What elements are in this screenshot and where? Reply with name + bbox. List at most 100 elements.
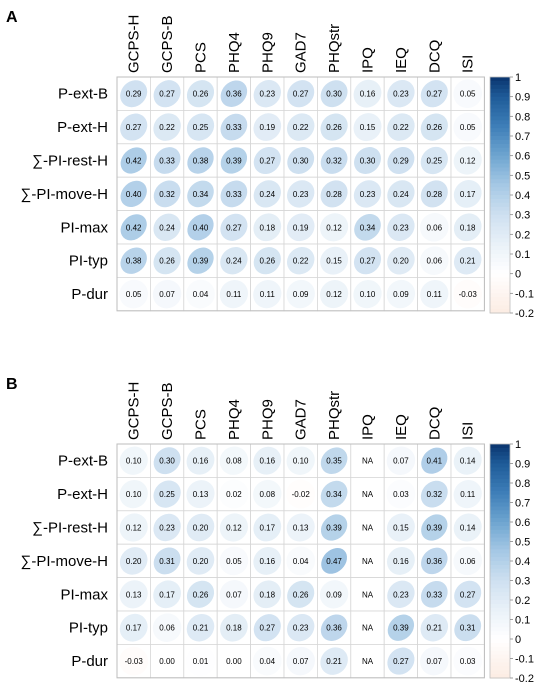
correlation-ellipse [253,479,282,509]
heatmap-cell: 0.47 [316,543,352,579]
correlation-ellipse [186,646,215,676]
heatmap-cell: 0.12 [450,143,485,178]
correlation-ellipse [187,180,214,208]
colorbar-tick-label: 0.2 [515,229,530,241]
colorbar-segment [490,471,510,476]
correlation-ellipse [219,646,249,676]
correlation-ellipse [220,80,248,107]
colorbar-segment [490,537,510,543]
correlation-ellipse [453,446,482,475]
correlation-ellipse [153,80,181,108]
cell-value: 0.36 [427,557,443,566]
cell-value: 0.01 [193,657,209,666]
heatmap-cell: 0.12 [116,510,151,545]
correlation-ellipse [152,279,182,309]
colorbar-segment [490,619,510,624]
cell-value: 0.18 [260,590,276,599]
cell-value: 0.12 [460,157,476,166]
correlation-ellipse [420,80,448,108]
correlation-ellipse [320,80,348,108]
cell-value: 0.27 [293,90,309,99]
correlation-ellipse [387,180,415,208]
correlation-ellipse [253,446,282,475]
heatmap-cell: NA [350,476,385,512]
colorbar: 1 0.9 0.8 0.7 0.6 0.5 0.4 0.3 0.2 0.1 0 -0.1 -0.2 [489,439,534,685]
colorbar-tick-label: 0.8 [515,111,530,123]
colorbar-segment [490,163,510,169]
heatmap-cell: 0.26 [283,577,318,612]
heatmap-cell: 0.33 [149,143,185,178]
correlation-ellipse [354,213,381,241]
correlation-ellipse [287,614,315,642]
colorbar-segment [490,281,510,287]
cell-border [350,610,385,645]
heatmap-cell: 0.14 [450,510,485,545]
heatmap-cell: 0.16 [250,543,285,579]
correlation-ellipse [253,247,281,275]
cell-value: 0.33 [226,190,242,199]
cell-value: 0.30 [159,457,175,466]
heatmap-cell: NA [350,577,385,612]
cell-value: 0.04 [293,557,309,566]
correlation-ellipse [220,247,248,275]
cell-na-label: NA [362,557,374,566]
heatmap-cell: 0.23 [250,76,285,111]
cell-value: 0.12 [226,524,242,533]
correlation-ellipse [320,180,348,208]
correlation-ellipse [253,580,282,609]
colorbar-segment [490,455,510,461]
colorbar-segment [490,494,510,500]
colorbar-segment [490,265,510,271]
correlation-ellipse [252,646,282,676]
correlation-ellipse [453,513,482,542]
colorbar-segment [490,545,510,550]
correlation-ellipse [253,146,281,175]
correlation-ellipse [387,614,415,641]
correlation-ellipse [286,646,315,676]
colorbar-segment [490,529,510,535]
cell-value: 0.23 [293,190,309,199]
colorbar-tick-label: 0.5 [515,170,530,182]
colorbar-segment [490,179,510,184]
heatmap-cell: 0.20 [383,243,419,278]
heatmap-cell: 0.34 [183,176,218,211]
correlation-ellipse [253,513,282,542]
cell-value: 0.15 [393,524,409,533]
column-header: IEQ [393,47,410,73]
heatmap-cell: 0.06 [417,243,452,278]
heatmap-cell: 0.05 [450,110,485,145]
correlation-ellipse [286,213,315,242]
colorbar-tick-label: 0.6 [515,517,530,529]
colorbar-segment [490,588,510,593]
heatmap-cell: 0.32 [417,476,452,512]
heatmap-cell: 0.42 [116,143,151,178]
cell-value: 0.26 [193,590,209,599]
colorbar-segment [490,557,510,562]
colorbar-tick-label: 0 [515,269,521,281]
row-label: ∑-PI-rest-H [32,520,108,537]
correlation-ellipse [453,646,483,676]
panel-a: A GCPS-H GCPS-B PCS PHQ4 PHQ9 GAD7 PHQstr IPQ IEQ… [6,9,534,320]
heatmap-cell: 0.09 [383,276,419,312]
correlation-ellipse [386,446,416,475]
heatmap-cell: 0.19 [283,210,318,245]
correlation-ellipse [287,80,315,108]
correlation-ellipse [120,80,148,108]
correlation-ellipse [153,480,181,508]
cell-value: 0.23 [260,90,276,99]
cell-value: 0.27 [427,90,443,99]
heatmap-cell: 0.40 [183,210,218,245]
heatmap-cell: 0.15 [316,243,352,278]
cell-value: 0.20 [393,257,409,266]
correlation-ellipse [219,580,249,609]
cell-value: -0.02 [292,490,311,499]
correlation-ellipse [253,213,282,242]
column-header: PHQ4 [226,32,243,73]
cell-border [350,577,385,612]
cell-value: 0.39 [226,157,242,166]
cell-value: 0.21 [193,624,209,633]
colorbar-segment [490,305,510,310]
cell-na-label: NA [362,624,374,633]
cell-value: 0.14 [460,524,476,533]
cell-value: 0.27 [460,590,476,599]
